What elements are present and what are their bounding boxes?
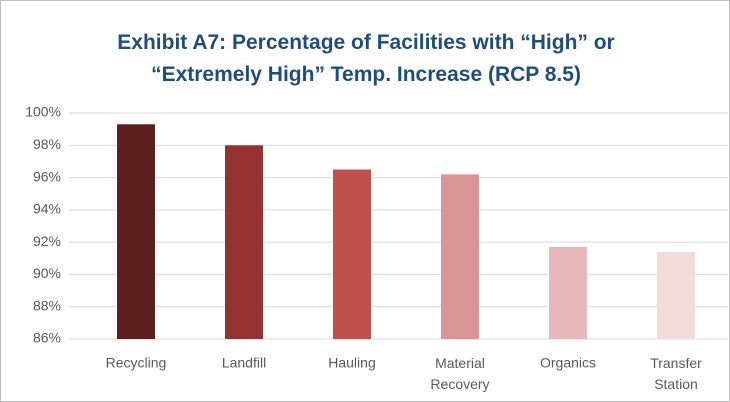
x-tick-label: Organics xyxy=(540,355,596,371)
y-tick-label: 90% xyxy=(33,265,61,281)
y-tick-label: 92% xyxy=(33,233,61,249)
bar xyxy=(441,174,479,339)
x-tick-label: Recycling xyxy=(106,355,167,371)
bar xyxy=(549,246,587,339)
x-tick-label: Transfer Station xyxy=(650,355,702,392)
y-tick-label: 88% xyxy=(33,297,61,313)
y-tick-label: 98% xyxy=(33,136,61,152)
bar xyxy=(117,124,155,339)
y-tick-label: 96% xyxy=(33,168,61,184)
y-tick-label: 100% xyxy=(25,104,61,120)
x-tick-label: Material Recovery xyxy=(430,355,489,392)
y-tick-label: 94% xyxy=(33,201,61,217)
x-tick-label: Landfill xyxy=(222,355,266,371)
y-tick-label: 86% xyxy=(33,330,61,346)
chart-title: Exhibit A7: Percentage of Facilities wit… xyxy=(117,31,615,86)
bar xyxy=(225,145,263,339)
bar xyxy=(657,251,695,339)
bar xyxy=(333,169,371,339)
x-tick-label: Hauling xyxy=(328,355,375,371)
